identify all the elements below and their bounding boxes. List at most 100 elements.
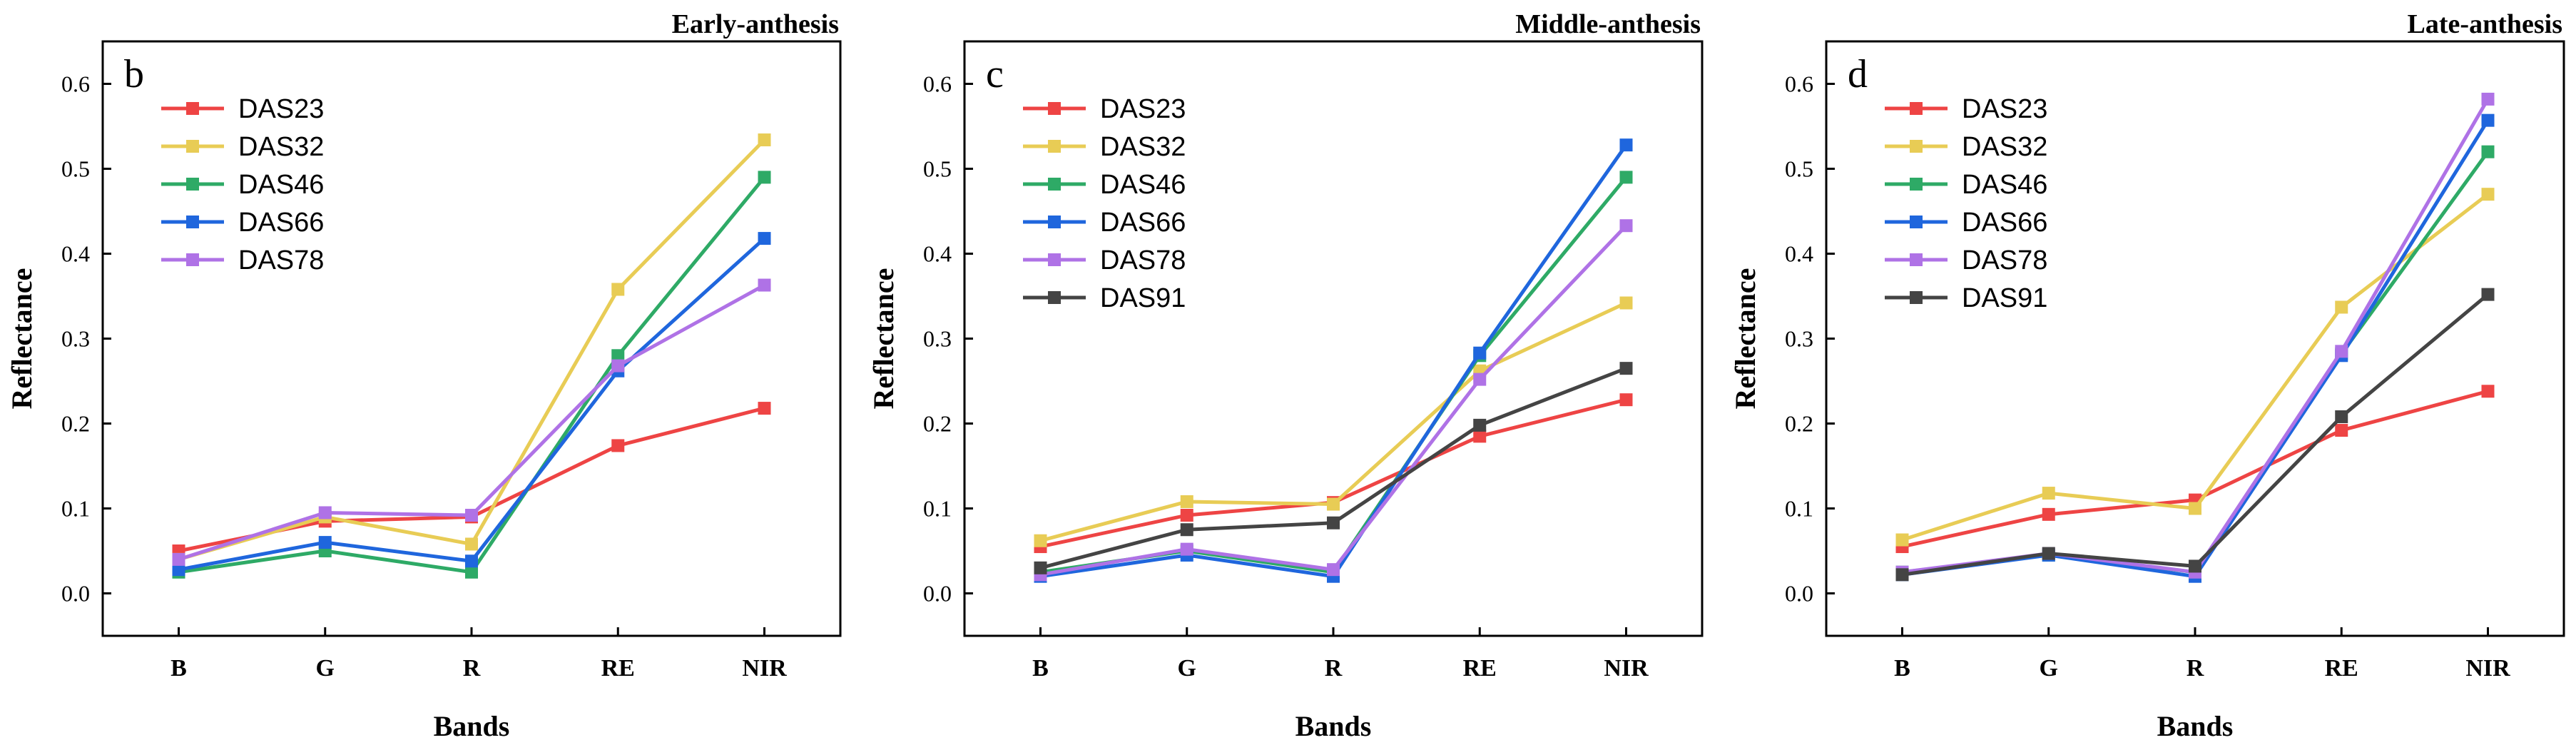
data-point-das91 (1180, 523, 1193, 537)
x-tick-label: B (1032, 655, 1049, 681)
y-tick-label: 0.3 (1785, 326, 1813, 352)
data-point-das78 (172, 552, 185, 566)
y-tick-label: 0.4 (61, 241, 90, 267)
data-point-das23 (1473, 430, 1487, 443)
data-point-das78 (2481, 92, 2495, 106)
data-point-das66 (172, 563, 185, 577)
legend-label: DAS46 (1962, 170, 2047, 200)
x-tick-label: B (170, 655, 187, 681)
data-point-das91 (2481, 288, 2495, 301)
y-tick-label: 0.3 (923, 326, 952, 352)
legend-label: DAS78 (1962, 245, 2047, 275)
data-point-das32 (2189, 502, 2201, 515)
plot-frame (1825, 40, 2565, 637)
legend-label: DAS78 (238, 245, 324, 275)
legend-label: DAS23 (1100, 94, 1186, 124)
data-point-das23 (2042, 507, 2055, 521)
data-point-das78 (2335, 345, 2348, 358)
data-point-das23 (2481, 385, 2495, 398)
y-axis-label: Reflectance (867, 268, 900, 410)
legend: DAS23 DAS32 DAS46 DAS66 DAS78 DAS91 (1023, 94, 1186, 313)
legend-marker (1910, 102, 1923, 115)
legend-label: DAS32 (238, 132, 324, 162)
legend-marker (186, 253, 199, 266)
x-tick-label: RE (1463, 655, 1497, 681)
data-point-das78 (1180, 542, 1193, 556)
legend-marker (186, 216, 199, 228)
legend: DAS23 DAS32 DAS46 DAS66 DAS78 (161, 94, 324, 275)
panel-letter: c (986, 52, 1004, 96)
legend: DAS23 DAS32 DAS46 DAS66 DAS78 DAS91 (1885, 94, 2047, 313)
legend-marker (1910, 216, 1923, 228)
data-point-das32 (1034, 534, 1047, 547)
data-point-das66 (1619, 138, 1633, 152)
y-tick-label: 0.2 (923, 411, 952, 437)
data-point-das32 (1619, 296, 1633, 310)
legend-marker (1910, 140, 1923, 153)
y-tick-label: 0.6 (61, 71, 90, 97)
x-axis-label: Bands (1295, 710, 1372, 742)
panel-title: Middle-anthesis (1515, 9, 1701, 39)
data-point-das91 (2189, 559, 2201, 573)
x-axis-label: Bands (434, 710, 510, 742)
x-tick-label: RE (601, 655, 635, 681)
data-point-das32 (2481, 188, 2495, 201)
data-point-das66 (758, 232, 771, 245)
panel-letter: d (1848, 52, 1868, 96)
x-tick-label: RE (2325, 655, 2358, 681)
x-axis-label: Bands (2157, 710, 2234, 742)
x-tick-label: NIR (742, 655, 787, 681)
legend-marker (1048, 178, 1061, 191)
data-point-das91 (1327, 516, 1340, 529)
y-tick-label: 0.6 (923, 71, 952, 97)
panel-title: Late-anthesis (2408, 9, 2562, 39)
data-point-das66 (2481, 113, 2495, 127)
data-point-das66 (318, 536, 332, 549)
legend-label: DAS46 (1100, 170, 1186, 200)
legend-label: DAS46 (238, 170, 324, 200)
data-point-das46 (465, 565, 478, 579)
x-tick-label: B (1894, 655, 1910, 681)
data-point-das32 (1895, 533, 1909, 547)
legend-marker (1048, 140, 1061, 153)
y-tick-label: 0.4 (1785, 241, 1813, 267)
series-line-das32 (178, 138, 766, 562)
data-point-das78 (1473, 373, 1487, 386)
x-tick-label: G (1178, 655, 1196, 681)
legend-label: DAS91 (1962, 283, 2047, 313)
y-tick-label: 0.1 (1785, 496, 1813, 522)
legend-marker (1910, 178, 1923, 191)
legend-marker (1048, 253, 1061, 266)
legend-marker (186, 140, 199, 153)
x-tick-label: R (1325, 655, 1343, 681)
legend-marker (1048, 102, 1061, 115)
data-point-das32 (465, 537, 478, 551)
data-point-das23 (758, 402, 771, 415)
data-point-das91 (1895, 568, 1909, 582)
legend-label: DAS32 (1100, 132, 1186, 162)
y-tick-label: 0.1 (61, 496, 90, 522)
data-point-das66 (465, 554, 478, 568)
data-point-das66 (1473, 346, 1487, 360)
data-point-das78 (465, 509, 478, 522)
legend-marker (1910, 291, 1923, 304)
legend-label: DAS66 (238, 208, 324, 238)
data-point-das78 (1327, 563, 1340, 577)
data-point-das78 (318, 506, 332, 520)
data-point-das91 (1034, 561, 1047, 574)
legend-marker (1048, 291, 1061, 304)
data-point-das78 (758, 278, 771, 292)
panel-title: Early-anthesis (672, 9, 839, 39)
data-point-das32 (1180, 495, 1193, 508)
series-line-das91 (1039, 366, 1627, 570)
data-point-das78 (1619, 219, 1633, 233)
legend-label: DAS91 (1100, 283, 1186, 313)
data-point-das91 (1473, 418, 1487, 432)
y-tick-label: 0.2 (61, 411, 90, 437)
legend-marker (186, 178, 199, 191)
data-point-das91 (2042, 547, 2055, 560)
legend-label: DAS66 (1100, 208, 1186, 238)
y-axis-label: Reflectance (6, 268, 38, 410)
